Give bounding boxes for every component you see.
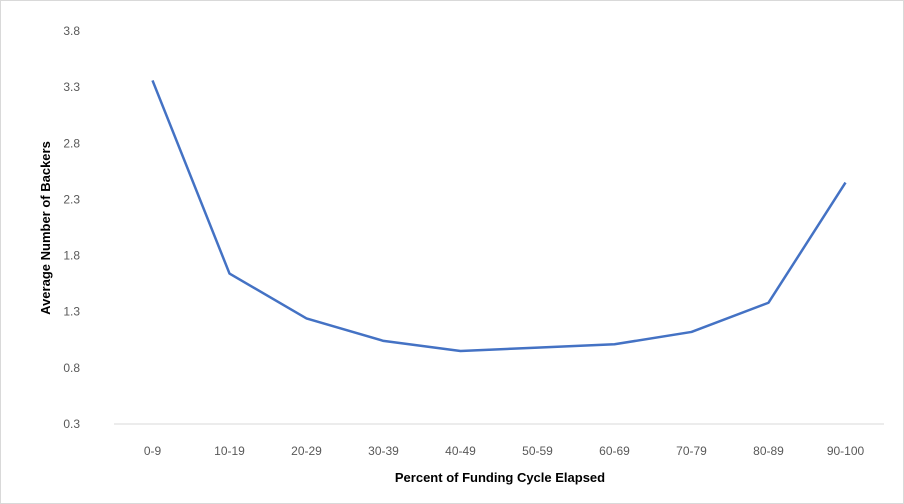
x-tick-label: 20-29: [291, 444, 322, 458]
series-line: [151, 79, 847, 353]
y-tick-label: 2.3: [63, 192, 80, 206]
y-tick-label: 2.8: [63, 136, 80, 150]
x-tick-label: 70-79: [676, 444, 707, 458]
x-axis-title: Percent of Funding Cycle Elapsed: [395, 470, 605, 485]
x-tick-label: 40-49: [445, 444, 476, 458]
y-tick-label: 0.3: [63, 417, 80, 431]
x-tick-label: 60-69: [599, 444, 630, 458]
y-tick-label: 0.8: [63, 361, 80, 375]
x-tick-label: 0-9: [144, 444, 162, 458]
y-tick-label: 3.3: [63, 80, 80, 94]
x-tick-label: 80-89: [753, 444, 784, 458]
y-tick-label: 3.8: [63, 24, 80, 38]
y-tick-label: 1.3: [63, 305, 80, 319]
x-tick-label: 30-39: [368, 444, 399, 458]
x-tick-label: 10-19: [214, 444, 245, 458]
x-tick-label: 50-59: [522, 444, 553, 458]
x-axis-ticks: 0-9 10-19 20-29 30-39 40-49 50-59 60-69 70-79 80…: [144, 444, 865, 458]
x-tick-label: 90-100: [827, 444, 865, 458]
y-tick-label: 1.8: [63, 249, 80, 263]
y-axis-ticks: 0.3 0.8 1.3 1.8 2.3 2.8 3.3 3.8: [63, 24, 80, 431]
y-axis-title: Average Number of Backers: [38, 141, 53, 315]
